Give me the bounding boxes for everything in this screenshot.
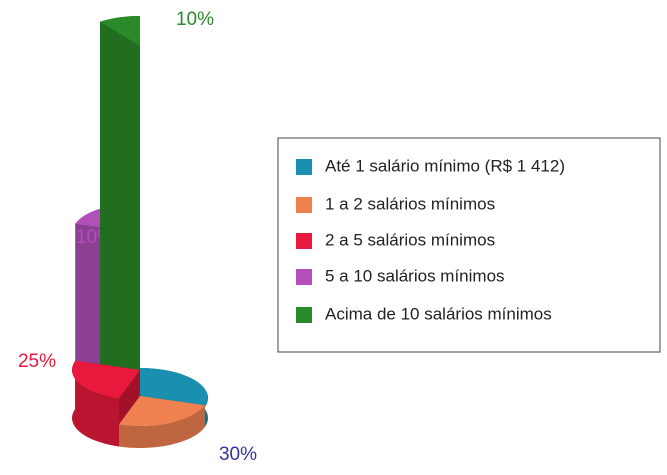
legend-swatch [296,159,312,175]
legend-box [277,137,661,353]
legend-label: 5 a 10 salários mínimos [325,266,505,285]
data-label: 10% [176,9,214,30]
slice-shade [72,360,119,447]
legend-label: 1 a 2 salários mínimos [325,194,495,213]
legend-label: Até 1 salário mínimo (R$ 1 412) [325,156,565,175]
legend-swatch [296,307,312,323]
slice-top [118,396,205,426]
slice-top [100,16,140,46]
legend-swatch [296,197,312,213]
legend-swatch [296,269,312,285]
slice-shade [100,16,140,394]
data-label: 25% [18,351,56,372]
slice-top [72,360,140,399]
legend-swatch [296,233,312,249]
slice-side [75,208,101,409]
slice-shade [118,405,205,448]
slice-shade [75,208,101,409]
slice-side [118,405,205,448]
legend-label: Acima de 10 salários mínimos [325,304,552,323]
legend-label: 2 a 5 salários mínimos [325,230,495,249]
slice-side [100,16,140,394]
slice-top [140,368,208,408]
slice-side [72,360,119,447]
data-label: 30% [219,444,257,465]
